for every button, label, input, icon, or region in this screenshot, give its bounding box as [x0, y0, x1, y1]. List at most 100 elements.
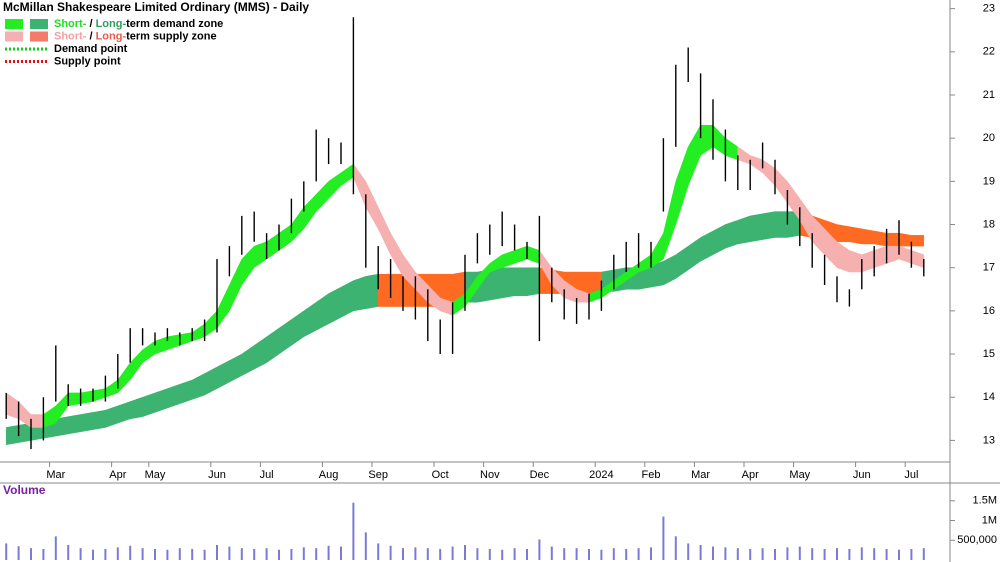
x-tick-label: May — [145, 469, 166, 481]
volume-bars — [5, 502, 925, 560]
volume-bar — [191, 548, 194, 560]
volume-bar — [228, 546, 231, 560]
volume-bar — [501, 549, 504, 560]
volume-bar — [79, 548, 82, 560]
volume-bar — [5, 543, 8, 560]
x-tick-label: Dec — [530, 469, 550, 481]
legend-text: Long- — [96, 30, 127, 42]
legend-swatch — [30, 31, 48, 42]
volume-bar — [414, 547, 417, 560]
legend-text: term demand zone — [126, 18, 223, 30]
y-tick-label: 21 — [983, 89, 995, 101]
legend-text: Supply point — [54, 55, 121, 67]
volume-bar — [612, 548, 615, 560]
y-tick-label: 16 — [983, 305, 995, 317]
volume-bar — [513, 548, 516, 560]
volume-bar — [240, 548, 243, 560]
volume-bar — [922, 548, 925, 560]
volume-bar — [154, 548, 156, 560]
volume-bar — [377, 543, 380, 560]
legend-swatch — [5, 19, 23, 29]
volume-bar — [389, 545, 392, 560]
y-tick-label: 1M — [982, 514, 997, 526]
volume-bar — [687, 543, 690, 560]
legend-swatch — [5, 31, 23, 42]
y-tick-label: 500,000 — [957, 534, 997, 546]
volume-bar — [327, 545, 330, 560]
x-tick-label: Feb — [642, 469, 661, 481]
volume-bar — [662, 516, 665, 560]
volume-bar — [278, 549, 280, 560]
volume-bar — [116, 547, 119, 560]
volume-bar — [340, 546, 342, 560]
volume-bar — [402, 548, 404, 560]
volume-bar — [166, 549, 169, 560]
zone — [5, 273, 379, 446]
volume-bar — [92, 549, 94, 560]
legend-text: Demand point — [54, 43, 128, 55]
volume-bar — [848, 548, 851, 560]
volume-bar — [216, 544, 218, 560]
legend-text: Short- — [54, 30, 87, 42]
x-tick-label: Jul — [904, 469, 918, 481]
volume-bar — [650, 547, 652, 560]
volume-bar — [129, 545, 132, 560]
volume-bar — [302, 547, 305, 560]
volume-title: Volume — [3, 483, 46, 497]
volume-bar — [588, 548, 590, 560]
y-tick-label: 14 — [983, 391, 995, 403]
volume-bar — [550, 546, 553, 560]
volume-bar — [42, 548, 45, 560]
x-tick-label: Apr — [109, 469, 126, 481]
volume-bar — [526, 548, 528, 560]
volume-bar — [104, 548, 107, 560]
volume-bar — [885, 548, 888, 560]
volume-bar — [749, 548, 752, 560]
volume-bar — [699, 544, 702, 560]
x-tick-label: Aug — [319, 469, 339, 481]
price-bars — [5, 17, 925, 450]
volume-bar — [17, 546, 20, 560]
axes: 13 14 15 16 17 18 19 20 21 22 23 Mar Apr May Jun Jul Aug… — [46, 3, 997, 547]
volume-bar — [873, 548, 876, 560]
x-tick-label: 2024 — [589, 469, 613, 481]
x-tick-label: May — [789, 469, 810, 481]
y-tick-label: 19 — [983, 175, 995, 187]
volume-bar — [54, 536, 57, 560]
volume-bar — [426, 548, 429, 560]
volume-bar — [476, 548, 479, 560]
y-tick-label: 18 — [983, 218, 995, 230]
volume-bar — [898, 549, 900, 560]
volume-bar — [315, 548, 318, 560]
volume-bar — [600, 549, 603, 560]
volume-bar — [265, 548, 268, 560]
volume-bar — [712, 546, 714, 560]
volume-bar — [674, 536, 677, 560]
volume-bar — [563, 548, 566, 560]
zone — [601, 211, 801, 292]
volume-bar — [30, 548, 32, 560]
x-tick-label: Jul — [260, 469, 274, 481]
volume-bar — [178, 548, 181, 560]
volume-bar — [439, 548, 442, 560]
volume-bar — [798, 546, 801, 560]
y-tick-label: 20 — [983, 132, 995, 144]
volume-bar — [488, 548, 491, 560]
volume-bar — [910, 548, 913, 560]
legend-swatch — [30, 19, 48, 29]
x-tick-label: Jun — [853, 469, 871, 481]
volume-bar — [637, 548, 640, 560]
legend-entry: Demand point — [54, 43, 128, 55]
y-tick-label: 1.5M — [973, 495, 997, 507]
legend-text: / — [86, 18, 95, 30]
volume-bar — [736, 548, 739, 560]
volume-bar — [811, 548, 814, 560]
legend-text: Long- — [96, 18, 127, 30]
zones — [5, 124, 925, 446]
legend-entry: Supply point — [54, 55, 121, 67]
volume-bar — [290, 548, 293, 560]
legend-text: term supply zone — [126, 30, 216, 42]
x-tick-label: Nov — [480, 469, 500, 481]
legend-text: / — [86, 30, 95, 42]
